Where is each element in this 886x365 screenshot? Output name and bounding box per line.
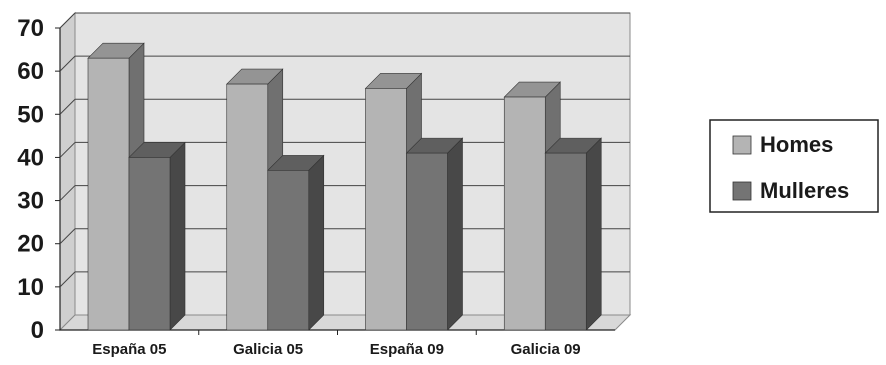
x-tick-label: Galicia 05 <box>233 341 303 358</box>
bar-front <box>87 57 130 331</box>
legend: Homes Mulleres <box>709 119 879 213</box>
y-tick-label: 0 <box>31 317 44 344</box>
side-wall <box>59 11 76 332</box>
gridline-side <box>59 271 76 288</box>
gridline-side <box>59 98 76 115</box>
x-tick-label: Galicia 09 <box>511 341 581 358</box>
y-axis-ticks: 0 10 20 30 40 50 60 70 <box>17 15 60 344</box>
bar-front <box>226 83 269 331</box>
bars <box>87 42 602 331</box>
bar-side <box>308 154 325 331</box>
gridline-side <box>59 185 76 201</box>
y-tick-label: 40 <box>17 144 44 171</box>
y-tick-label: 10 <box>17 274 44 301</box>
bar-front <box>544 152 587 331</box>
bar-side <box>169 141 186 331</box>
y-tick-label: 60 <box>17 58 44 85</box>
bar-front <box>267 170 310 331</box>
bar-front <box>406 152 448 331</box>
bar-mulleres-4 <box>544 137 602 331</box>
bar-side <box>447 137 463 331</box>
bar-front <box>503 96 546 331</box>
x-tick-label: España 05 <box>92 341 166 358</box>
legend-label: Homes <box>760 132 833 157</box>
gridline-side <box>59 142 76 158</box>
legend-swatch <box>732 181 752 201</box>
y-tick-label: 20 <box>17 231 44 258</box>
y-tick-label: 50 <box>17 101 44 128</box>
bar-mulleres-3 <box>405 137 464 331</box>
legend-label: Mulleres <box>760 178 849 203</box>
bar-mulleres-1 <box>128 141 186 331</box>
gridline-side <box>59 55 76 72</box>
y-tick-label: 30 <box>17 188 44 215</box>
legend-swatch <box>732 135 752 155</box>
bar-side <box>585 137 602 331</box>
x-axis-ticks: España 05 Galicia 05 España 09 Galicia 09 <box>92 330 581 358</box>
bar-mulleres-2 <box>267 154 325 331</box>
bar-front <box>365 88 407 331</box>
y-tick-label: 70 <box>17 15 44 42</box>
gridline-side <box>59 228 76 245</box>
bar-front <box>128 157 171 331</box>
gridline-side <box>59 12 76 29</box>
x-tick-label: España 09 <box>370 341 444 358</box>
